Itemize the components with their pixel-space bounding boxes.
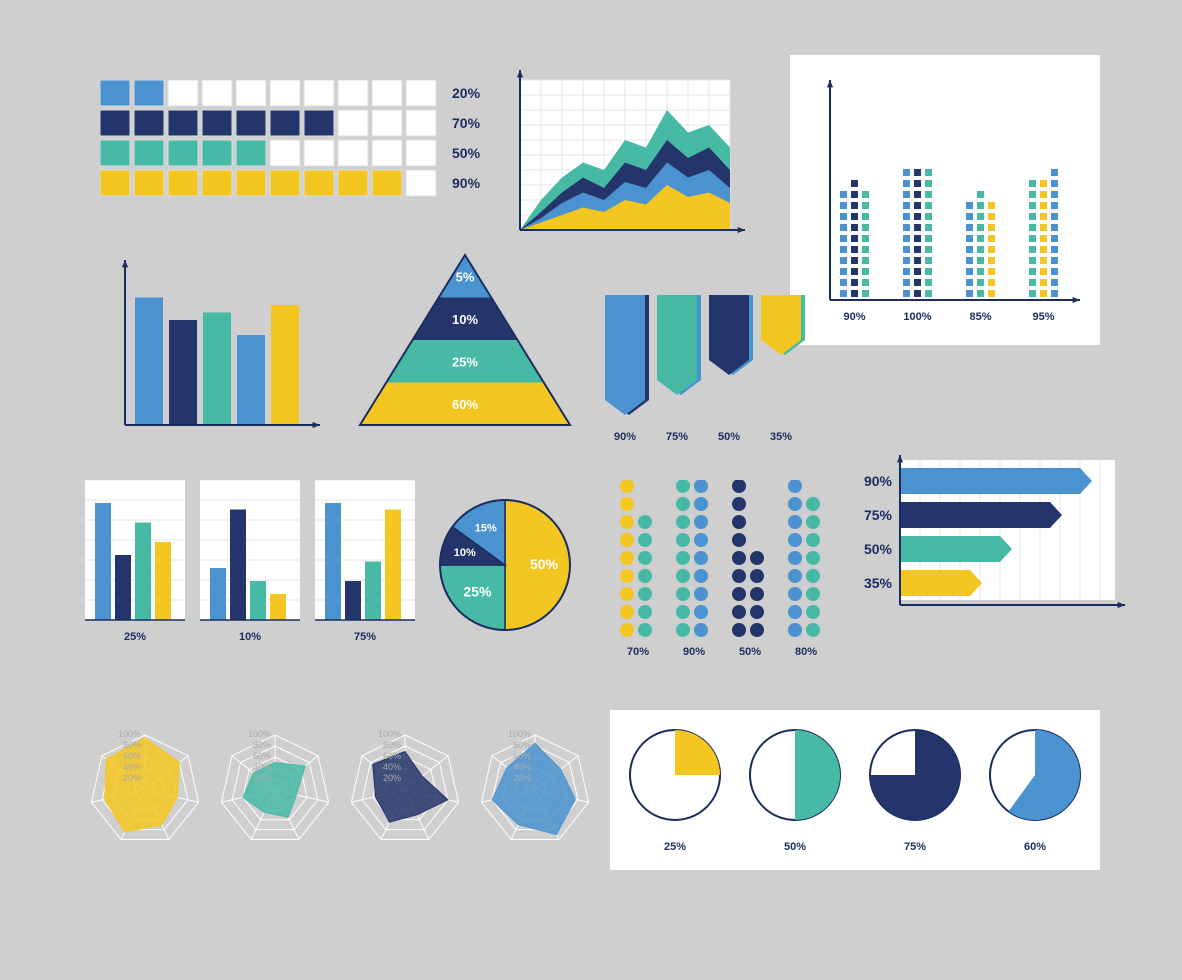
dot-grid-chart: 70% 90% 50% 80%	[605, 480, 845, 665]
dotgrid-label: 90%	[683, 646, 705, 658]
radar-scale-label: 20%	[383, 773, 401, 783]
block-row-label: 20%	[452, 85, 481, 101]
radar-scale-label: 60%	[383, 751, 401, 761]
dotgrid-label: 50%	[739, 646, 761, 658]
radar-scale-label: 80%	[513, 740, 531, 750]
horizontal-arrow-chart: 90% 75% 50% 35%	[850, 445, 1130, 625]
triple-bar-panels: 25% 10% 75%	[85, 480, 425, 660]
block-bars-chart: 20% 70% 50% 90%	[100, 80, 500, 220]
donut-label: 50%	[784, 841, 806, 853]
radar-scale-label: 100%	[378, 729, 401, 739]
donut-label: 25%	[664, 841, 686, 853]
radar-charts: 100%80%60%40%20%100%80%60%40%20%100%80%6…	[80, 700, 600, 865]
radar-scale-label: 60%	[123, 751, 141, 761]
radar-scale-label: 60%	[513, 751, 531, 761]
dotted-col-label: 85%	[969, 311, 991, 323]
block-row-label: 50%	[452, 145, 481, 161]
radar-scale-label: 20%	[123, 773, 141, 783]
radar-scale-label: 40%	[253, 762, 271, 772]
radar-scale-label: 60%	[253, 751, 271, 761]
pie-slice-label: 10%	[454, 547, 476, 559]
radar-scale-label: 40%	[513, 762, 531, 772]
pyramid-label: 10%	[452, 312, 478, 327]
arrow-down-label: 35%	[770, 431, 792, 443]
pyramid-chart: 5% 10% 25% 60%	[355, 245, 575, 440]
dotted-col-label: 100%	[903, 311, 931, 323]
radar-scale-label: 100%	[508, 729, 531, 739]
pyramid-label: 5%	[456, 269, 475, 284]
radar-scale-label: 40%	[383, 762, 401, 772]
radar-scale-label: 80%	[383, 740, 401, 750]
arrow-down-chart: 90% 75% 50% 35%	[595, 280, 825, 460]
pie-slice-label: 15%	[475, 522, 497, 534]
arrow-down-label: 90%	[614, 431, 636, 443]
radar-scale-label: 20%	[253, 773, 271, 783]
dotted-col-label: 95%	[1032, 311, 1054, 323]
arrow-down-label: 75%	[666, 431, 688, 443]
block-row-label: 70%	[452, 115, 481, 131]
harrow-label: 75%	[864, 507, 893, 523]
simple-bar-chart	[100, 250, 330, 450]
radar-scale-label: 80%	[123, 740, 141, 750]
pie-slice-label: 25%	[463, 584, 492, 600]
block-row-label: 90%	[452, 175, 481, 191]
area-chart	[490, 60, 750, 260]
radar-scale-label: 100%	[118, 729, 141, 739]
triple-panel-label: 25%	[124, 631, 146, 643]
radar-scale-label: 100%	[248, 729, 271, 739]
pyramid-label: 25%	[452, 354, 478, 369]
harrow-label: 50%	[864, 541, 893, 557]
dotted-columns-chart: 90% 100% 85% 95%	[790, 55, 1100, 345]
dotgrid-label: 80%	[795, 646, 817, 658]
radar-scale-label: 80%	[253, 740, 271, 750]
harrow-label: 90%	[864, 473, 893, 489]
harrow-label: 35%	[864, 575, 893, 591]
donut-label: 75%	[904, 841, 926, 853]
pie-slice-label: 50%	[530, 556, 559, 572]
pie-chart: 50% 25% 10% 15%	[430, 490, 580, 640]
dotted-col-label: 90%	[843, 311, 865, 323]
triple-panel-label: 75%	[354, 631, 376, 643]
donut-label: 60%	[1024, 841, 1046, 853]
donut-charts: 25% 50% 75% 60%	[610, 710, 1100, 870]
triple-panel-label: 10%	[239, 631, 261, 643]
radar-scale-label: 40%	[123, 762, 141, 772]
pyramid-label: 60%	[452, 397, 478, 412]
arrow-down-label: 50%	[718, 431, 740, 443]
radar-scale-label: 20%	[513, 773, 531, 783]
dotgrid-label: 70%	[627, 646, 649, 658]
